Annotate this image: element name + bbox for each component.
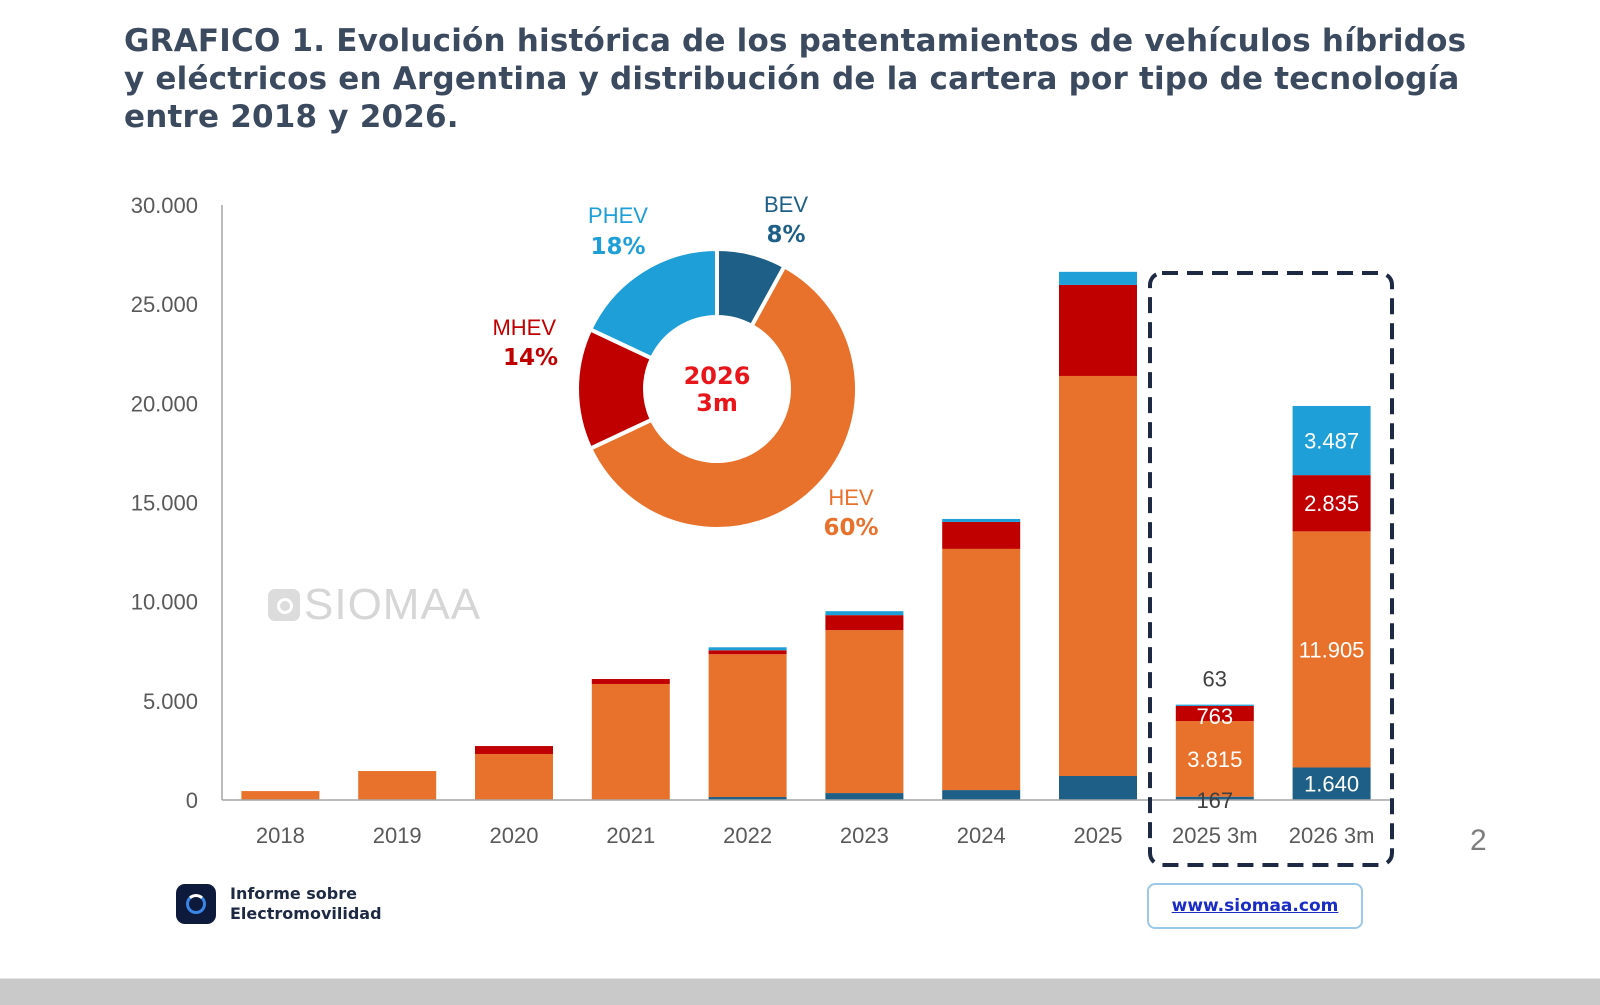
bar-segment-phev [1292,405,1371,476]
bar-segment-phev [825,611,904,616]
bar-segment-hev [825,630,904,794]
bar-segment-mhev [591,679,670,684]
data-label-bev: 1.640 [1304,772,1359,797]
donut-label-pct-bev: 8% [766,222,805,248]
x-tick-label: 2025 [1074,823,1123,848]
bar-segment-hev [591,683,670,800]
donut-label-name-bev: BEV [764,192,808,217]
bar-segment-mhev [942,521,1021,549]
x-tick-label: 2025 3m [1172,823,1258,848]
bar-segment-hev [358,771,437,800]
website-link[interactable]: www.siomaa.com [1171,896,1339,916]
bar-segment-bev [1292,767,1371,800]
bar-segment-mhev [1175,705,1254,722]
bar-segment-hev [942,548,1021,791]
brand-line-1: Informe sobre [230,884,357,903]
x-tick-label: 2018 [256,823,305,848]
donut-label-pct-phev: 18% [590,234,645,260]
bar-data-labels: 167 3.815 763 63 1.640 11.905 2.835 3.487 [1187,429,1364,813]
y-tick-label: 0 [186,788,198,813]
bar-segment-hev [1175,721,1254,797]
page-number: 2 [1470,824,1487,857]
bar-segment-mhev [1292,475,1371,532]
highlight-box [1148,271,1394,867]
bar-segment-phev [942,518,1021,522]
bar-segment-mhev [708,650,787,655]
stacked-bar-2022 [708,647,787,800]
bar-segment-bev [825,793,904,800]
brand-text: Informe sobre Electromovilidad [230,884,382,924]
y-tick-label: 5.000 [143,689,198,714]
y-tick-label: 10.000 [131,590,198,615]
y-tick-label: 25.000 [131,292,198,317]
x-tick-label: 2021 [606,823,655,848]
bar-segment-phev [1059,271,1137,285]
stacked-bar-2024 [942,518,1021,800]
bar-series [241,271,1371,800]
data-label-phev: 3.487 [1304,429,1359,454]
y-tick-label: 30.000 [131,193,198,218]
stacked-bar-2023 [825,611,904,800]
stacked-bar-2025-3m [1175,704,1254,800]
donut-label-pct-mhev: 14% [503,345,558,371]
bar-segment-phev [1175,704,1254,706]
donut-label-name-phev: PHEV [588,203,648,228]
stacked-bar-2018 [241,791,320,800]
donut-center-sublabel: 3m [696,389,738,417]
donut-slice-hev [587,263,859,531]
bar-segment-phev [708,647,787,651]
bar-segment-hev [1292,531,1371,768]
bar-segment-mhev [1059,284,1137,376]
stacked-bar-2019 [358,771,437,800]
bar-segment-hev [708,654,787,798]
bar-segment-bev [708,797,787,800]
bar-segment-hev [1059,375,1137,777]
x-axis: 2018 2019 2020 2021 2022 2023 2024 2025 2025 3m 2… [222,799,1390,848]
bottom-scrollbar [0,978,1600,1005]
data-label-mhev: 2.835 [1304,491,1359,516]
y-axis: 0 5.000 10.000 15.000 20.000 25.000 30.000 [131,193,223,813]
x-tick-label: 2022 [723,823,772,848]
stacked-bar-2025 [1059,271,1137,800]
donut-label-pct-hev: 60% [823,515,878,541]
x-tick-label: 2026 3m [1289,823,1375,848]
siomaa-logo-icon [268,589,300,621]
bar-segment-hev [241,791,320,800]
x-tick-label: 2023 [840,823,889,848]
bar-segment-hev [475,753,553,800]
donut-slice-phev [587,246,719,362]
chart-title: GRAFICO 1. Evolución histórica de los pa… [124,23,1467,135]
website-box[interactable]: www.siomaa.com [1147,883,1363,929]
x-tick-label: 2020 [490,823,539,848]
electromobility-logo-icon [176,884,216,924]
donut-label-name-mhev: MHEV [492,315,556,340]
data-label-hev: 3.815 [1187,747,1242,772]
siomaa-watermark: SIOMAA [268,580,481,630]
y-tick-label: 15.000 [131,491,198,516]
data-label-phev: 63 [1203,667,1227,692]
bar-segment-bev [942,790,1021,800]
bar-segment-bev [1175,796,1254,800]
donut-center-label: 2026 [684,362,751,390]
x-tick-label: 2024 [957,823,1006,848]
data-label-hev: 11.905 [1299,637,1365,662]
x-tick-label: 2019 [373,823,422,848]
bar-segment-mhev [475,746,553,754]
donut-label-name-hev: HEV [828,485,874,510]
data-label-bev: 167 [1196,788,1233,813]
y-tick-label: 20.000 [131,391,198,416]
brand-footer: Informe sobre Electromovilidad [176,884,382,924]
stacked-bar-2026-3m [1292,405,1371,800]
stacked-bar-2020 [475,746,553,800]
data-label-mhev: 763 [1196,704,1233,729]
stacked-bar-2021 [591,679,670,800]
bar-segment-bev [1059,776,1137,800]
brand-line-2: Electromovilidad [230,904,382,923]
bar-segment-mhev [825,615,904,631]
watermark-text: SIOMAA [304,580,482,629]
